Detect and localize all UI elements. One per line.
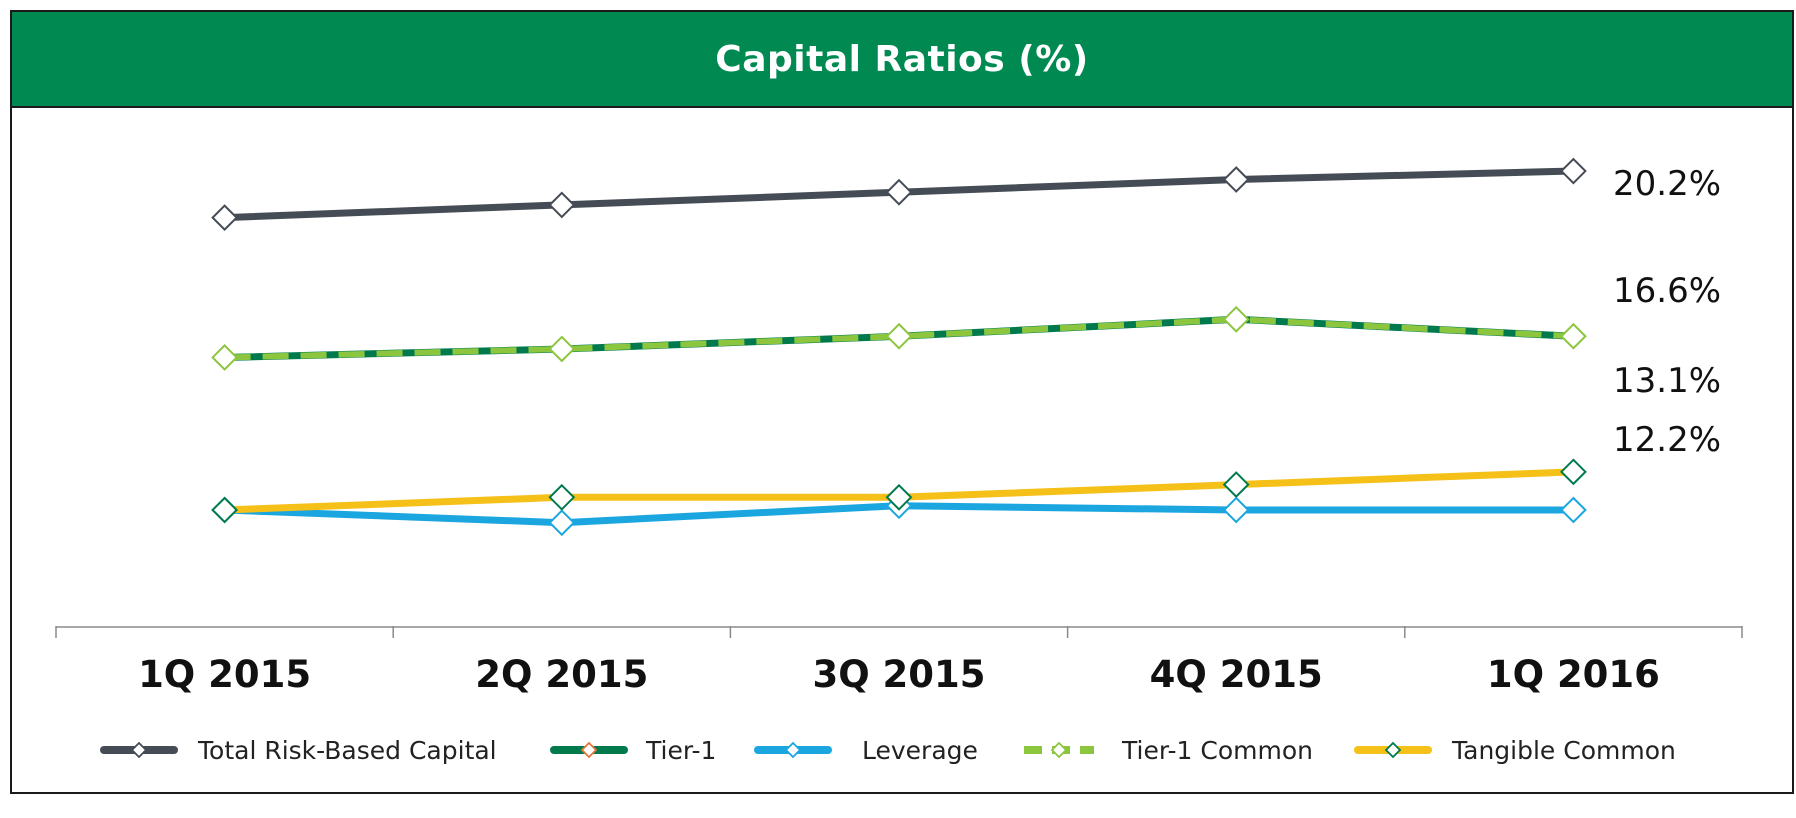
marker-layer — [211, 157, 1587, 537]
legend-label-tangible-common: Tangible Common — [1451, 736, 1676, 765]
point-leverage-2q-2015 — [548, 509, 576, 537]
legend-marker-tier-1-common — [1050, 741, 1068, 759]
legend-label-total-risk-based-capital: Total Risk-Based Capital — [197, 736, 497, 765]
legend-item-leverage: Leverage — [754, 736, 978, 765]
end-label-20-2: 20.2% — [1613, 164, 1721, 204]
point-total-risk-based-capital-3q-2015 — [885, 178, 913, 206]
x-axis: 1Q 2015 2Q 2015 3Q 2015 4Q 2015 1Q 2016 — [55, 626, 1743, 696]
legend-marker-tier-1 — [580, 741, 598, 759]
label-layer: 20.2% 16.6% 13.1% 12.2% — [1613, 164, 1721, 460]
legend: Total Risk-Based Capital Tier-1 Leverage Ti… — [100, 736, 1676, 765]
series-line-tier-1-common — [224, 316, 1574, 361]
end-label-13-1: 13.1% — [1613, 361, 1721, 401]
legend-marker-total-risk-based-capital — [130, 741, 148, 759]
point-total-risk-based-capital-2q-2015 — [548, 191, 576, 219]
point-tier-1-common-4q-2015 — [1222, 305, 1250, 333]
end-label-16-6: 16.6% — [1613, 271, 1721, 311]
point-tier-1-common-1q-2015 — [211, 344, 239, 371]
legend-marker-tangible-common — [1384, 741, 1402, 759]
title-banner: Capital Ratios (%) — [12, 12, 1792, 108]
legend-item-tier-1-common: Tier-1 Common — [1024, 736, 1313, 765]
point-total-risk-based-capital-1q-2015 — [211, 204, 239, 232]
point-tier-1-common-3q-2015 — [885, 322, 913, 350]
x-tick-label-1q-2015: 1Q 2015 — [138, 653, 311, 696]
x-tick-label-1q-2016: 1Q 2016 — [1487, 653, 1660, 696]
point-tangible-common-2q-2015 — [548, 483, 576, 511]
point-tangible-common-1q-2016 — [1559, 458, 1587, 486]
legend-marker-leverage — [784, 741, 802, 759]
point-tangible-common-1q-2015 — [211, 496, 239, 524]
chart-frame: Capital Ratios (%) — [10, 10, 1794, 794]
point-tier-1-common-1q-2016 — [1559, 322, 1587, 350]
point-leverage-1q-2016 — [1559, 496, 1587, 524]
legend-label-tier-1: Tier-1 — [645, 736, 716, 765]
chart-title: Capital Ratios (%) — [715, 38, 1089, 80]
point-total-risk-based-capital-1q-2016 — [1559, 157, 1587, 185]
point-tier-1-common-2q-2015 — [548, 335, 576, 363]
legend-item-tangible-common: Tangible Common — [1354, 736, 1676, 765]
legend-item-tier-1: Tier-1 — [550, 736, 716, 765]
point-total-risk-based-capital-4q-2015 — [1222, 166, 1250, 193]
end-label-12-2: 12.2% — [1613, 420, 1721, 460]
legend-label-leverage: Leverage — [862, 736, 978, 765]
x-tick-label-3q-2015: 3Q 2015 — [812, 653, 985, 696]
legend-item-total-risk-based-capital: Total Risk-Based Capital — [100, 736, 497, 765]
point-tangible-common-4q-2015 — [1222, 471, 1250, 498]
x-tick-label-2q-2015: 2Q 2015 — [475, 653, 648, 696]
point-leverage-4q-2015 — [1222, 496, 1250, 524]
point-tangible-common-3q-2015 — [885, 483, 913, 511]
legend-label-tier-1-common: Tier-1 Common — [1121, 736, 1313, 765]
x-tick-label-4q-2015: 4Q 2015 — [1150, 653, 1323, 696]
